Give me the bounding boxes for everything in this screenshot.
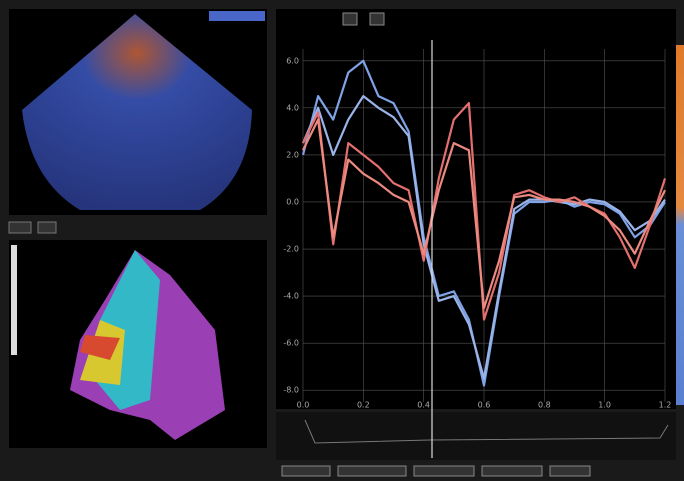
y-tick-label: -2.0 [283,245,299,254]
x-tick-label: 1.2 [659,401,672,410]
ecg-strip [276,412,676,460]
x-tick-label: 0.2 [357,401,370,410]
app-window: 6.0 4.0 2.0 0.0 -2.0 -4.0 -6.0 -8.0 0.0 0.2 0.4 0.6… [0,0,684,481]
x-tick-label: 0.4 [417,401,430,410]
color-scale [11,245,17,355]
y-tick-label: -6.0 [283,339,299,348]
view-button[interactable] [209,11,265,21]
tool-button[interactable] [9,222,31,233]
x-tick-label: 0.0 [297,401,310,410]
y-tick-label: 2.0 [286,150,299,159]
y-tick-label: 4.0 [286,103,299,112]
y-tick-label: -4.0 [283,292,299,301]
y-tick-label: 0.0 [286,197,299,206]
x-tick-label: 1.0 [598,401,611,410]
nav-button[interactable] [370,13,384,25]
tool-button[interactable] [38,222,56,233]
y-tick-label: -8.0 [283,386,299,395]
segment-color-bar [676,45,684,405]
x-tick-label: 0.8 [538,401,551,410]
nav-button[interactable] [343,13,357,25]
toolbar-button[interactable] [282,466,330,476]
toolbar-button[interactable] [338,466,406,476]
toolbar-button[interactable] [482,466,542,476]
y-tick-label: 6.0 [286,56,299,65]
toolbar-button[interactable] [414,466,474,476]
toolbar-button[interactable] [550,466,590,476]
x-tick-label: 0.6 [478,401,491,410]
